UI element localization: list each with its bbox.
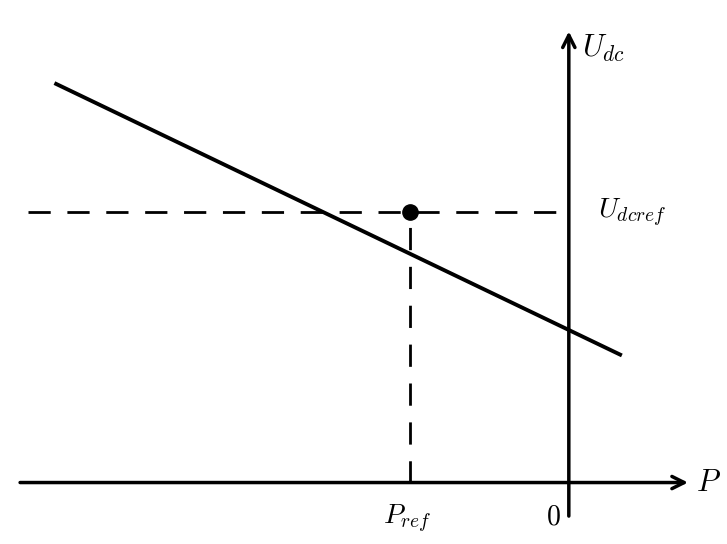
Text: $P$: $P$	[696, 468, 721, 497]
Text: $U_{dc}$: $U_{dc}$	[582, 33, 625, 64]
Text: $P_{ref}$: $P_{ref}$	[383, 503, 431, 535]
Text: $U_{dcref}$: $U_{dcref}$	[598, 196, 666, 228]
Text: $0$: $0$	[545, 503, 561, 531]
